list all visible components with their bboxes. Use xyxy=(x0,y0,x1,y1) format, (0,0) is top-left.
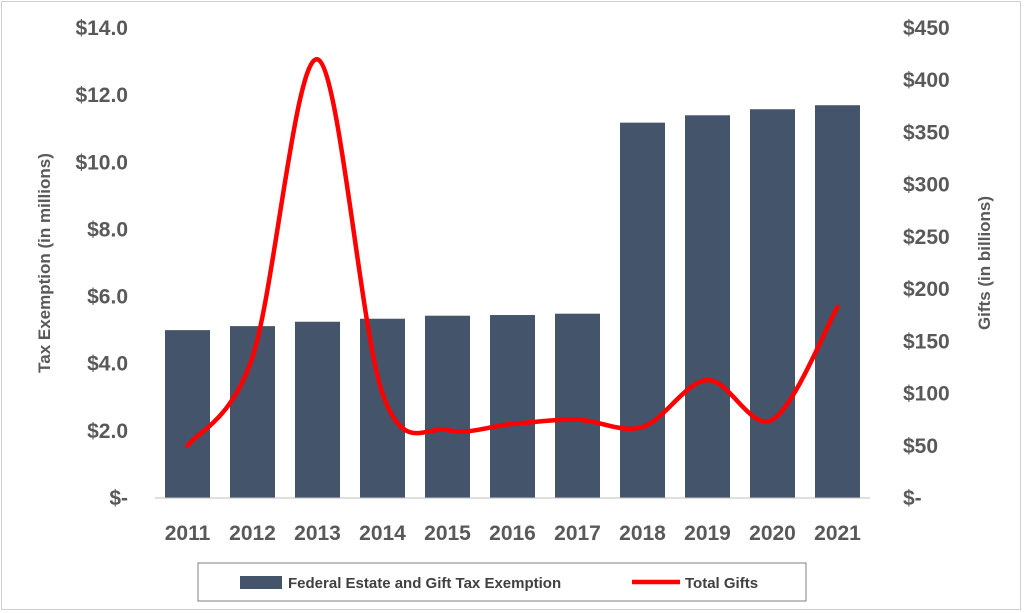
legend-label-exemption: Federal Estate and Gift Tax Exemption xyxy=(288,575,561,592)
left-tick-label: $14.0 xyxy=(75,17,128,40)
x-tick-label: 2016 xyxy=(489,522,536,545)
right-tick-label: $50 xyxy=(903,435,938,458)
x-tick-label: 2014 xyxy=(359,522,406,545)
right-tick-label: $- xyxy=(903,487,922,510)
x-tick-label: 2017 xyxy=(554,522,601,545)
bar-2011 xyxy=(165,330,210,498)
x-tick-label: 2012 xyxy=(229,522,276,545)
bar-2013 xyxy=(295,321,340,498)
x-axis-ticks: 2011 2012 2013 2014 2015 2016 2017 2018 2019 2020… xyxy=(165,522,861,545)
right-tick-label: $150 xyxy=(903,330,950,353)
x-tick-label: 2018 xyxy=(619,522,666,545)
right-tick-label: $200 xyxy=(903,278,950,301)
x-tick-label: 2011 xyxy=(165,522,211,545)
right-tick-label: $350 xyxy=(903,121,950,144)
left-tick-label: $2.0 xyxy=(87,420,128,443)
bar-2016 xyxy=(490,315,535,498)
right-axis-title: Gifts (in billions) xyxy=(975,196,994,330)
left-axis-ticks: $- $2.0 $4.0 $6.0 $8.0 $10.0 $12.0 $14.0 xyxy=(75,17,128,510)
x-tick-label: 2021 xyxy=(814,522,861,545)
bar-series xyxy=(165,105,860,499)
right-tick-label: $450 xyxy=(903,17,950,40)
x-tick-label: 2015 xyxy=(424,522,471,545)
bar-2014 xyxy=(360,318,405,498)
bar-2020 xyxy=(750,109,795,498)
legend-label-gifts: Total Gifts xyxy=(685,575,758,592)
legend-box xyxy=(197,562,807,602)
right-tick-label: $400 xyxy=(903,69,950,92)
right-axis-ticks: $- $50 $100 $150 $200 $250 $300 $350 $400 $450 xyxy=(903,17,950,510)
right-tick-label: $100 xyxy=(903,383,950,406)
bar-2018 xyxy=(620,122,665,499)
left-tick-label: $6.0 xyxy=(87,286,128,309)
left-tick-label: $4.0 xyxy=(87,353,128,376)
legend: Federal Estate and Gift Tax Exemption To… xyxy=(197,562,807,602)
left-tick-label: $- xyxy=(109,487,128,510)
total-gifts-line xyxy=(185,57,840,449)
x-tick-label: 2013 xyxy=(294,522,341,545)
x-tick-label: 2019 xyxy=(684,522,731,545)
bar-2017 xyxy=(555,313,600,498)
left-tick-label: $10.0 xyxy=(75,151,128,174)
right-tick-label: $300 xyxy=(903,174,950,197)
bar-2019 xyxy=(685,115,730,499)
x-tick-label: 2020 xyxy=(749,522,796,545)
legend-swatch-exemption xyxy=(240,576,282,589)
left-axis-title: Tax Exemption (in millions) xyxy=(35,153,54,373)
right-tick-label: $250 xyxy=(903,226,950,249)
bar-2021 xyxy=(815,105,860,498)
left-tick-label: $8.0 xyxy=(87,218,128,241)
left-tick-label: $12.0 xyxy=(75,84,128,107)
bar-2015 xyxy=(425,315,470,498)
